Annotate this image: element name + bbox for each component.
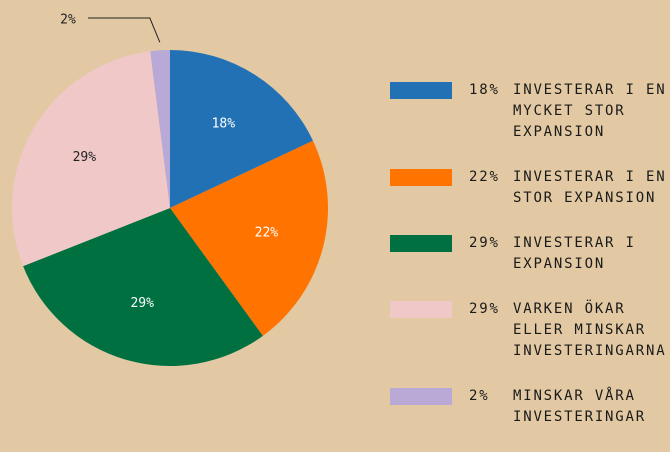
legend-item: 18% INVESTERAR I EN MYCKET STOR EXPANSION bbox=[390, 80, 670, 143]
legend-item: 22% INVESTERAR I EN STOR EXPANSION bbox=[390, 167, 670, 209]
legend-swatch bbox=[390, 301, 452, 318]
pie-slice bbox=[170, 140, 328, 336]
pie-slice bbox=[23, 208, 263, 366]
pie-slice bbox=[170, 50, 313, 208]
legend-label: MINSKAR VÅRA INVESTERINGAR bbox=[513, 388, 646, 425]
pie-slice bbox=[150, 50, 170, 208]
legend-swatch bbox=[390, 235, 452, 252]
page: 18% 22% 29% 29% 2% 18% INVESTERAR I EN MYCKET… bbox=[11, 12, 665, 425]
legend-percent: 18% bbox=[469, 82, 500, 98]
legend-label: VARKEN ÖKAR ELLER MINSKAR INVESTERINGARN… bbox=[513, 301, 667, 359]
legend-percent: 22% bbox=[469, 169, 500, 185]
pie-slice bbox=[11, 51, 170, 267]
legend-label: INVESTERAR I EN MYCKET STOR EXPANSION bbox=[513, 82, 667, 140]
legend-label: INVESTERAR I EN STOR EXPANSION bbox=[513, 169, 667, 206]
slice-label: 22% bbox=[255, 225, 279, 240]
leader-line bbox=[88, 17, 161, 43]
legend-percent: 2% bbox=[469, 388, 490, 404]
legend-swatch bbox=[390, 388, 452, 405]
slice-label: 2% bbox=[60, 13, 76, 28]
slice-label: 29% bbox=[130, 296, 154, 311]
legend-percent: 29% bbox=[469, 301, 500, 317]
chart: 18% 22% 29% 29% 2% bbox=[11, 13, 328, 366]
legend-item: 29% INVESTERAR I EXPANSION bbox=[390, 233, 670, 275]
legend-label: INVESTERAR I EXPANSION bbox=[513, 235, 636, 272]
slice-label: 29% bbox=[73, 150, 97, 165]
legend-item: 2% MINSKAR VÅRA INVESTERINGAR bbox=[390, 386, 670, 428]
legend-item: 29% VARKEN ÖKAR ELLER MINSKAR INVESTERING… bbox=[390, 299, 670, 362]
legend-swatch bbox=[390, 169, 452, 186]
legend-swatch bbox=[390, 82, 452, 99]
legend-percent: 29% bbox=[469, 235, 500, 251]
slice-label: 18% bbox=[212, 116, 236, 131]
legend: 18% INVESTERAR I EN MYCKET STOR EXPANSION… bbox=[390, 80, 670, 452]
